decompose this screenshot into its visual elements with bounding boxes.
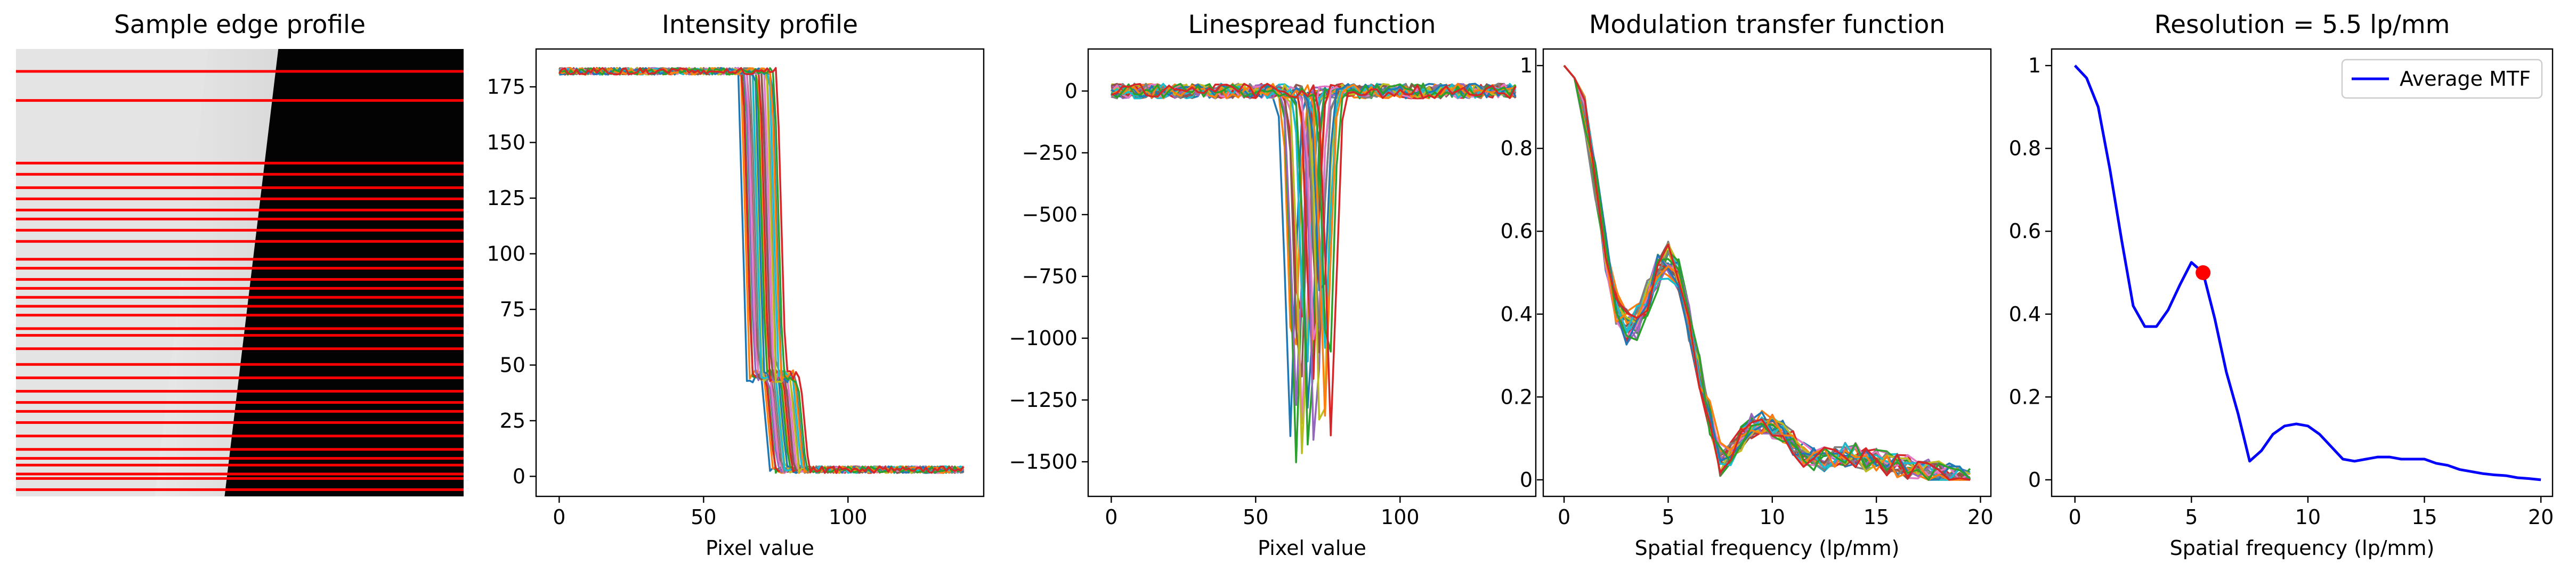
chart-title: Resolution = 5.5 lp/mm [2154,10,2450,39]
resolution-marker [2196,265,2211,280]
y-tick-label: 150 [487,131,525,154]
x-tick-label: 0 [1105,505,1117,529]
y-tick-label: 0.6 [2009,219,2041,243]
y-tick-label: −500 [1022,203,1078,226]
y-tick-label: 0 [2028,468,2041,492]
mtf-series [1563,64,1970,481]
y-tick-label: 0.2 [1501,385,1533,409]
mtf-series [1563,64,1971,481]
mtf-series [1563,64,1971,481]
x-tick-label: 20 [2528,505,2554,529]
chart-title: Sample edge profile [114,10,366,39]
edge-image-core [224,49,464,496]
y-tick-label: 0 [1520,468,1533,492]
y-tick-label: 0.8 [2009,137,2041,160]
average-mtf-line [2073,64,2541,481]
y-tick-label: −1250 [1009,388,1078,412]
mtf-series [1563,64,1971,481]
chart-5: Resolution = 5.5 lp/mm 0 5 10 15 20 0 0.2 0.4 0.6… [2009,10,2554,560]
plot-frame [535,48,985,497]
x-tick-label: 0 [553,505,565,529]
chart-2: Intensity profile 0 50 100 0 25 50 75 100 125 150 1… [487,10,985,560]
linespread-series [1111,83,1517,437]
legend-box [2341,59,2543,99]
mtf-series [1563,64,1971,473]
legend-label: Average MTF [2400,67,2531,91]
chart-title: Modulation transfer function [1589,10,1945,39]
y-tick-label: 25 [500,409,525,432]
mtf-series [1563,64,1971,481]
x-tick-label: 0 [1558,505,1570,529]
mtf-series [1563,64,1971,481]
mtf-series [1563,64,1971,481]
y-tick-label: 1 [1520,54,1533,77]
x-axis-label: Pixel value [1258,536,1366,560]
y-tick-label: 0.6 [1501,219,1533,243]
chart-title: Intensity profile [662,10,858,39]
y-tick-label: 0.2 [2009,385,2041,409]
y-tick-label: −250 [1022,141,1078,165]
mtf-series [1563,64,1971,481]
y-tick-label: 0.4 [2009,303,2041,326]
x-tick-label: 100 [1381,505,1420,529]
y-tick-label: 0 [513,464,525,488]
x-tick-label: 10 [1760,505,1785,529]
chart-1: Sample edge profile [16,10,464,496]
mtf-series [1563,64,1971,481]
y-tick-label: 125 [487,186,525,210]
mtf-series [1563,64,1970,481]
x-tick-label: 15 [2411,505,2437,529]
x-tick-label: 10 [2295,505,2321,529]
y-tick-label: 75 [500,298,525,321]
plot-frame [1087,48,1537,497]
mtf-series [1563,64,1971,481]
x-tick-label: 5 [2185,505,2198,529]
mtf-series [1563,64,1971,481]
chart-3: Linespread function 0 50 100 0 −250 −500 −750 −1… [1009,10,1537,560]
x-tick-label: 20 [1967,505,1993,529]
y-tick-label: 100 [487,242,525,265]
y-tick-label: 0.8 [1501,137,1533,160]
y-tick-label: 0 [1065,79,1078,103]
x-tick-label: 100 [829,505,868,529]
y-tick-label: 50 [500,353,525,377]
y-tick-label: −750 [1022,265,1078,288]
y-tick-label: 0.4 [1501,303,1533,326]
y-tick-label: 175 [487,75,525,99]
x-axis-label: Pixel value [706,536,814,560]
mtf-series [1563,64,1971,481]
mtf-series [1563,64,1970,481]
y-tick-label: −1000 [1009,326,1078,350]
x-tick-label: 50 [1243,505,1268,529]
chart-title: Linespread function [1188,10,1436,39]
x-tick-label: 50 [691,505,716,529]
mtf-series [1563,64,1971,481]
x-tick-label: 15 [1864,505,1889,529]
mtf-series [1563,64,1971,481]
mtf-series [1563,64,1971,481]
intensity-series [558,67,965,474]
mtf-series [1563,64,1971,476]
chart-4: Modulation transfer function 0 5 10 15 20 0 0.2… [1501,10,1994,560]
y-tick-label: −1500 [1009,450,1078,473]
linespread-series [1111,83,1517,353]
x-tick-label: 5 [1662,505,1674,529]
mtf-series [1563,64,1970,481]
mtf-series [1563,64,1971,481]
plot-frame [1542,48,1992,497]
mtf-series [1563,64,1971,481]
plot-frame [2051,48,2554,497]
x-axis-label: Spatial frequency (lp/mm) [2170,536,2435,560]
y-tick-label: 1 [2028,54,2041,77]
x-axis-label: Spatial frequency (lp/mm) [1635,536,1900,560]
mtf-series [1563,64,1971,481]
x-tick-label: 0 [2069,505,2081,529]
legend: Average MTF [2341,59,2543,99]
